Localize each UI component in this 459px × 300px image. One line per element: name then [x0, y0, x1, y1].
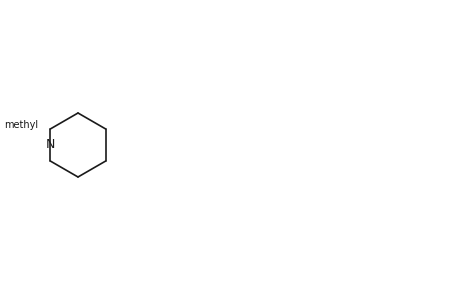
Text: N: N: [45, 139, 55, 152]
Text: methyl: methyl: [4, 120, 38, 130]
